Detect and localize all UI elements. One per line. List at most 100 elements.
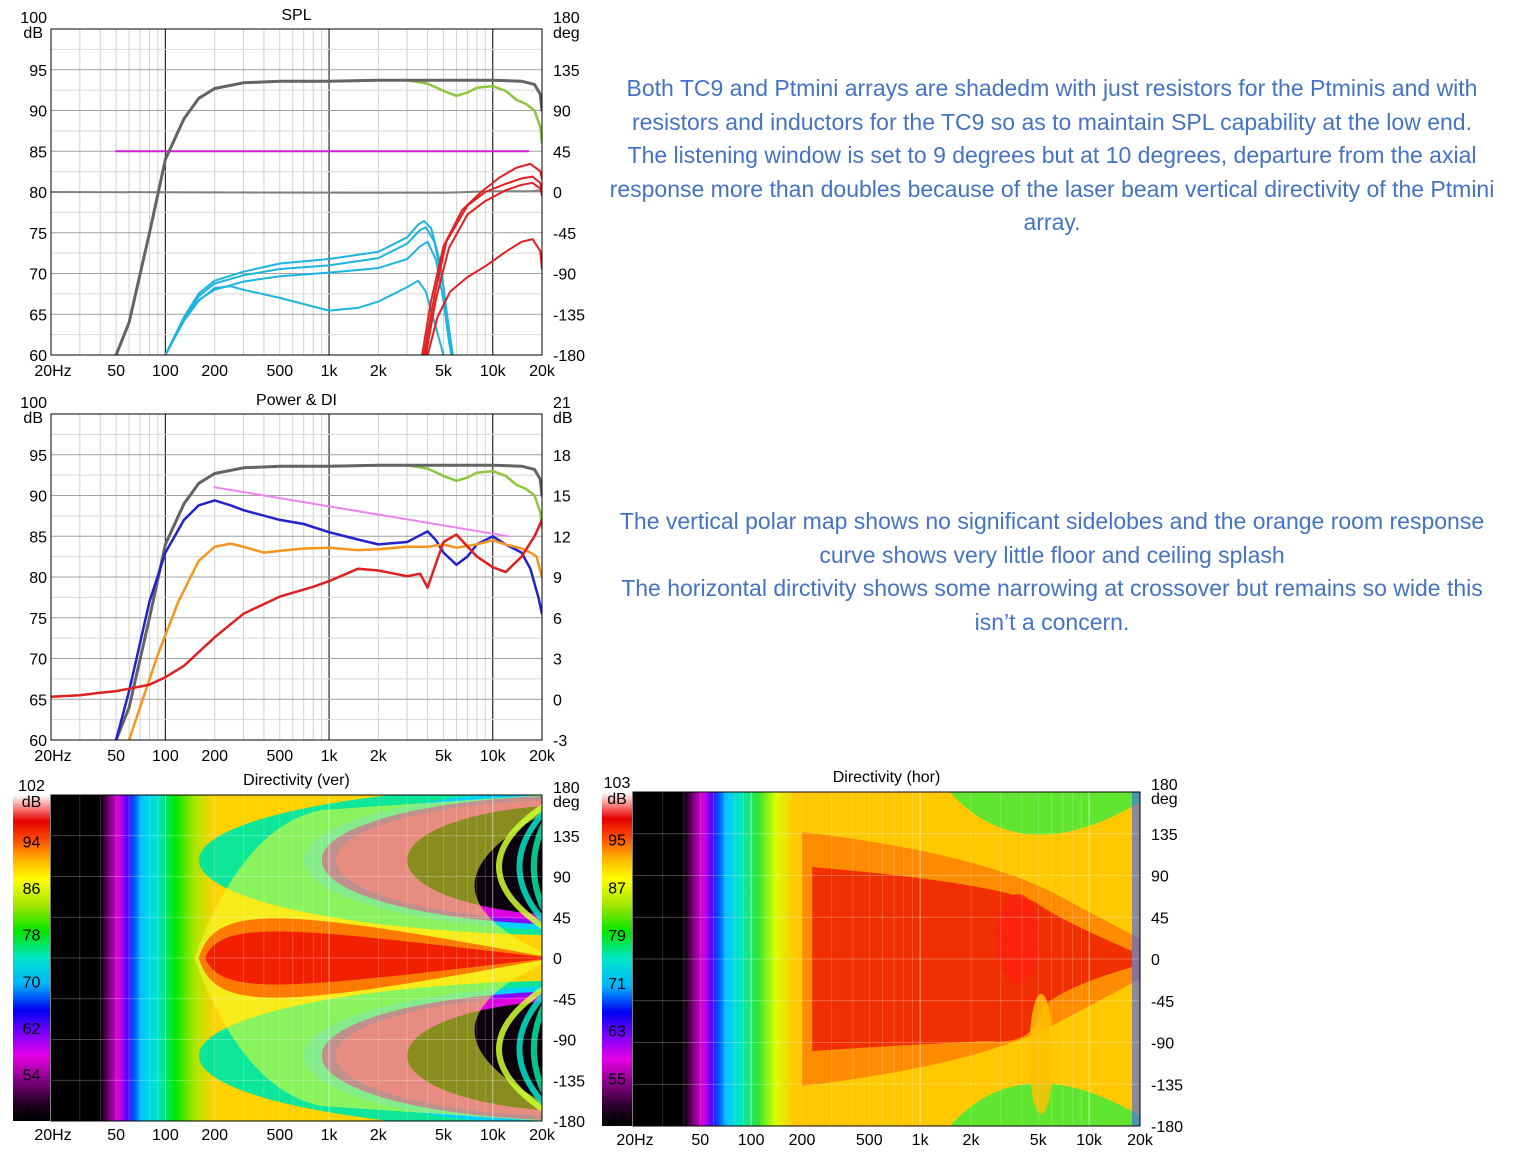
y-tick-label: 80 <box>29 570 47 587</box>
y2-tick-label: 135 <box>553 63 580 80</box>
y-tick-label: -135 <box>1151 1077 1183 1094</box>
y-tick-label: -135 <box>553 1073 585 1090</box>
y-tick-label: 95 <box>29 63 47 80</box>
note-mid-para-1: The vertical polar map shows no signific… <box>619 508 1485 568</box>
colorbar-tick-label: 78 <box>23 928 41 945</box>
y-tick-label: 90 <box>29 104 47 121</box>
colorbar <box>602 792 632 1126</box>
colorbar-tick-label: 86 <box>23 881 41 898</box>
y-tick-label: 70 <box>29 652 47 669</box>
y2-tick-label: 180 <box>553 10 580 27</box>
series-line-2 <box>51 189 542 194</box>
x-tick-label: 20k <box>529 748 556 765</box>
x-tick-label: 1k <box>321 363 339 380</box>
colorbar-tick-label: 103 <box>604 775 631 792</box>
y-tick-label: 100 <box>20 395 47 412</box>
note-mid-para-2: The horizontal dirctivity shows some nar… <box>621 575 1483 635</box>
x-tick-label: 2k <box>370 748 388 765</box>
x-tick-label: 20Hz <box>34 748 71 765</box>
x-tick-label: 20k <box>1127 1132 1154 1149</box>
y-tick-label: 180 <box>1151 777 1178 794</box>
x-tick-label: 200 <box>201 748 228 765</box>
heatmap-field <box>633 792 1140 1126</box>
note-top: Both TC9 and Ptmini arrays are shadedm w… <box>598 72 1506 240</box>
colorbar-unit-label: dB <box>607 791 627 808</box>
y-unit-label: deg <box>1151 791 1178 808</box>
series-line-9 <box>421 162 542 355</box>
y2-tick-label: -180 <box>553 348 585 365</box>
colorbar-tick-label: 54 <box>23 1067 41 1084</box>
x-tick-label: 1k <box>321 1127 339 1144</box>
series-line-10 <box>423 175 542 355</box>
chart-title: Directivity (ver) <box>243 772 350 789</box>
chart-title: SPL <box>281 7 311 24</box>
x-tick-label: 200 <box>789 1132 816 1149</box>
heatmap-crossover-notch <box>1029 994 1054 1114</box>
y-unit-label: dB <box>23 25 43 42</box>
y-tick-label: 75 <box>29 226 47 243</box>
x-tick-label: 50 <box>107 748 125 765</box>
heatmap-sidelobe-arc <box>530 1003 542 1095</box>
y-tick-label: -90 <box>553 1033 576 1050</box>
y-tick-label: 135 <box>1151 827 1178 844</box>
x-tick-label: 5k <box>435 748 453 765</box>
series-line-4 <box>114 499 542 740</box>
x-tick-label: 500 <box>266 1127 293 1144</box>
y-tick-label: -180 <box>553 1114 585 1131</box>
x-tick-label: 1k <box>321 748 339 765</box>
note-top-para-1: Both TC9 and Ptmini arrays are shadedm w… <box>626 75 1478 135</box>
y-tick-label: 95 <box>29 448 47 465</box>
y2-tick-label: 0 <box>553 692 562 709</box>
colorbar-unit-label: dB <box>22 794 42 811</box>
y2-tick-label: 3 <box>553 652 562 669</box>
x-tick-label: 20Hz <box>34 1127 71 1144</box>
x-tick-label: 2k <box>370 363 388 380</box>
series-line-6 <box>51 518 542 699</box>
y-tick-label: 85 <box>29 529 47 546</box>
y-tick-label: 65 <box>29 307 47 324</box>
x-tick-label: 100 <box>152 748 179 765</box>
plot-frame <box>50 794 543 1122</box>
x-tick-label: 500 <box>266 748 293 765</box>
heatmap-beam-core <box>205 931 542 985</box>
y-unit-label: dB <box>23 410 43 427</box>
x-tick-label: 5k <box>435 363 453 380</box>
note-middle: The vertical polar map shows no signific… <box>598 505 1506 639</box>
series-line-1 <box>213 486 510 538</box>
colorbar-tick-label: 79 <box>608 928 626 945</box>
y2-tick-label: 45 <box>553 144 571 161</box>
y-tick-label: 75 <box>29 611 47 628</box>
heatmap-sidelobe-arc <box>496 986 542 1113</box>
y-tick-label: 180 <box>553 780 580 797</box>
y2-tick-label: 9 <box>553 570 562 587</box>
chart-title: Directivity (hor) <box>833 769 941 786</box>
y-tick-label: 100 <box>20 10 47 27</box>
y2-tick-label: -135 <box>553 307 585 324</box>
x-tick-label: 100 <box>152 363 179 380</box>
y-tick-label: 85 <box>29 144 47 161</box>
y-tick-label: -90 <box>1151 1036 1174 1053</box>
x-tick-label: 500 <box>266 363 293 380</box>
y-tick-label: 70 <box>29 267 47 284</box>
series-line-4 <box>114 78 542 355</box>
x-tick-label: 50 <box>107 1127 125 1144</box>
plot-frame <box>50 413 543 741</box>
heatmap-sidelobe-arc <box>530 821 542 913</box>
plot-frame <box>632 791 1141 1127</box>
colorbar-tick-label: 71 <box>608 976 626 993</box>
power-di-chart: 60 65 70 75 80 85 90 95 100 dB -3 0 3 6 9 12 15 18 21 dB 20H… <box>0 385 594 770</box>
heatmap-sidelobe-arc <box>516 810 542 924</box>
x-tick-label: 10k <box>480 363 507 380</box>
x-tick-label: 2k <box>963 1132 981 1149</box>
series-line-5 <box>127 539 542 740</box>
x-tick-label: 20Hz <box>34 363 71 380</box>
y-tick-label: -45 <box>1151 994 1174 1011</box>
y-tick-label: 0 <box>553 951 562 968</box>
y2-tick-label: -45 <box>553 226 576 243</box>
y-tick-label: 65 <box>29 692 47 709</box>
x-tick-label: 200 <box>201 1127 228 1144</box>
colorbar <box>13 795 50 1121</box>
y-tick-label: 60 <box>29 348 47 365</box>
y-tick-label: 135 <box>553 829 580 846</box>
colorbar-tick-label: 47 <box>608 1111 626 1128</box>
